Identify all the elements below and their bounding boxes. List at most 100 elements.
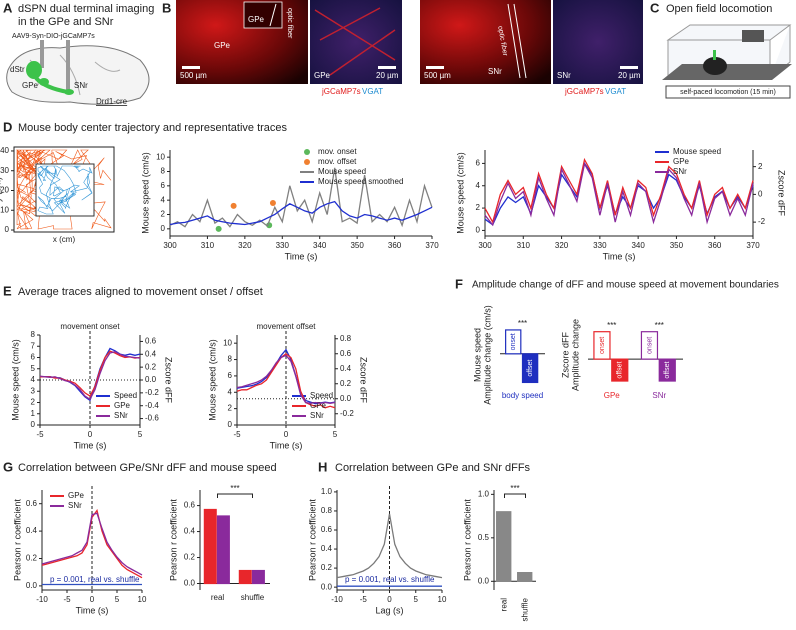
y-tick-label: 0.2 — [340, 379, 352, 388]
bar — [505, 329, 522, 355]
micrograph — [176, 0, 308, 84]
legend-label: Speed — [114, 391, 137, 400]
bar — [521, 353, 539, 384]
label: 20 µm — [376, 71, 399, 80]
y-tick-label: 0 — [5, 225, 10, 234]
x-tick-label: 0 — [88, 430, 93, 439]
y-tick-label: 0.6 — [184, 501, 196, 510]
y-tick-label: 0.0 — [321, 582, 333, 591]
y-tick-label: 5 — [31, 364, 36, 373]
legend-label: GPe — [114, 401, 131, 410]
label: SNr — [74, 81, 88, 90]
fiber — [66, 40, 70, 90]
x-tick-label: -10 — [36, 595, 48, 604]
y-tick-label: 0.6 — [321, 525, 333, 534]
bar — [496, 511, 512, 582]
y-tick-label: 0.5 — [478, 533, 490, 542]
y-axis-label: y (cm) — [0, 177, 2, 202]
x-axis-label: x (cm) — [53, 235, 76, 244]
snr-blob — [64, 89, 74, 95]
series-line — [39, 351, 141, 401]
x-tick-label: 350 — [670, 241, 684, 250]
bar-label: onset — [510, 333, 517, 350]
y-tick-label: 0 — [476, 226, 481, 235]
bracket — [504, 493, 526, 498]
y-tick-label: 7 — [31, 341, 36, 350]
legend-marker — [304, 159, 310, 165]
legend-marker — [304, 149, 310, 155]
label: 500 µm — [180, 71, 207, 80]
y-tick-label: 6 — [161, 181, 166, 190]
bar — [238, 569, 252, 585]
panel-letter: C — [650, 0, 660, 15]
y-axis-label: Mouse speed — [472, 328, 482, 382]
annotation: p = 0.001, real vs. shuffle — [345, 575, 435, 584]
micrograph — [310, 0, 402, 84]
y-tick-label: 4 — [228, 387, 233, 396]
y-tick-label: 0.6 — [26, 499, 38, 508]
camera — [742, 30, 764, 42]
series-line — [236, 352, 336, 409]
y-tick-label: 30 — [0, 166, 9, 175]
panel-letter: B — [162, 0, 171, 15]
x-axis-label: Time (s) — [285, 251, 318, 261]
scale-bar — [620, 66, 638, 69]
y-tick-label: 20 — [0, 186, 9, 195]
panel-title: Open field locomotion — [666, 3, 772, 15]
frame — [13, 146, 115, 233]
y-tick-label: 2 — [228, 404, 233, 413]
fiber — [40, 40, 44, 68]
legend-label: SNr — [310, 411, 324, 420]
injection — [26, 61, 42, 79]
x-tick-label: 330 — [276, 241, 290, 250]
y2-axis-label: Zscore dFF — [777, 170, 787, 217]
y-axis-label: Amplitude change (cm/s) — [482, 305, 492, 405]
panel-letter: H — [318, 459, 327, 474]
significance: *** — [607, 321, 616, 330]
label: self-paced locomotion (15 min) — [680, 89, 776, 96]
significance: *** — [518, 319, 527, 328]
axis — [169, 150, 432, 237]
panel-letter: E — [3, 283, 12, 298]
x-tick-label: 5 — [333, 430, 338, 439]
label: optic fiber — [286, 8, 293, 39]
panel-letter: D — [3, 119, 12, 134]
micrograph — [553, 0, 643, 84]
y-tick-label: -2 — [758, 217, 766, 226]
panel-title: in the GPe and SNr — [18, 16, 114, 28]
y-tick-label: 3 — [31, 386, 36, 395]
legend-label: SNr — [68, 501, 82, 510]
caption: jGCaMP7s — [564, 87, 604, 96]
x-axis-label: Lag (s) — [375, 605, 403, 615]
panel-title: Mouse body center trajectory and represe… — [18, 122, 288, 134]
x-tick-label: 330 — [593, 241, 607, 250]
y-axis-label: Amplitude change — [570, 319, 580, 391]
legend-label: GPe — [310, 401, 327, 410]
panel-title: Correlation between GPe/SNr dFF and mous… — [18, 462, 277, 474]
y-tick-label: 6 — [228, 371, 233, 380]
bracket — [217, 493, 253, 498]
caption: VGAT — [362, 87, 383, 96]
panel-letter: F — [455, 276, 463, 291]
y-tick-label: 1.0 — [321, 487, 333, 496]
x-tick-label: 10 — [138, 595, 147, 604]
x-tick-label: 0 — [284, 430, 289, 439]
y-tick-label: 10 — [0, 205, 9, 214]
legend-label: Mouse speed — [673, 147, 721, 156]
bar — [658, 358, 676, 382]
fiber-track — [269, 3, 277, 27]
fiber-track — [507, 3, 521, 79]
scale-bar — [426, 66, 444, 69]
y-tick-label: 4 — [31, 375, 36, 384]
y-tick-label: 0 — [161, 224, 166, 233]
y-tick-label: 0.4 — [184, 527, 196, 536]
y-tick-label: 0.0 — [184, 579, 196, 588]
x-tick-label: -5 — [63, 595, 71, 604]
y-tick-label: 0.2 — [321, 563, 333, 572]
legend-label: mov. onset — [318, 147, 357, 156]
label: 20 µm — [618, 71, 641, 80]
y-tick-label: 0.2 — [26, 554, 38, 563]
panel-title: Average traces aligned to movement onset… — [18, 286, 263, 298]
y-tick-label: 0.0 — [26, 581, 38, 590]
legend-label: SNr — [114, 411, 128, 420]
